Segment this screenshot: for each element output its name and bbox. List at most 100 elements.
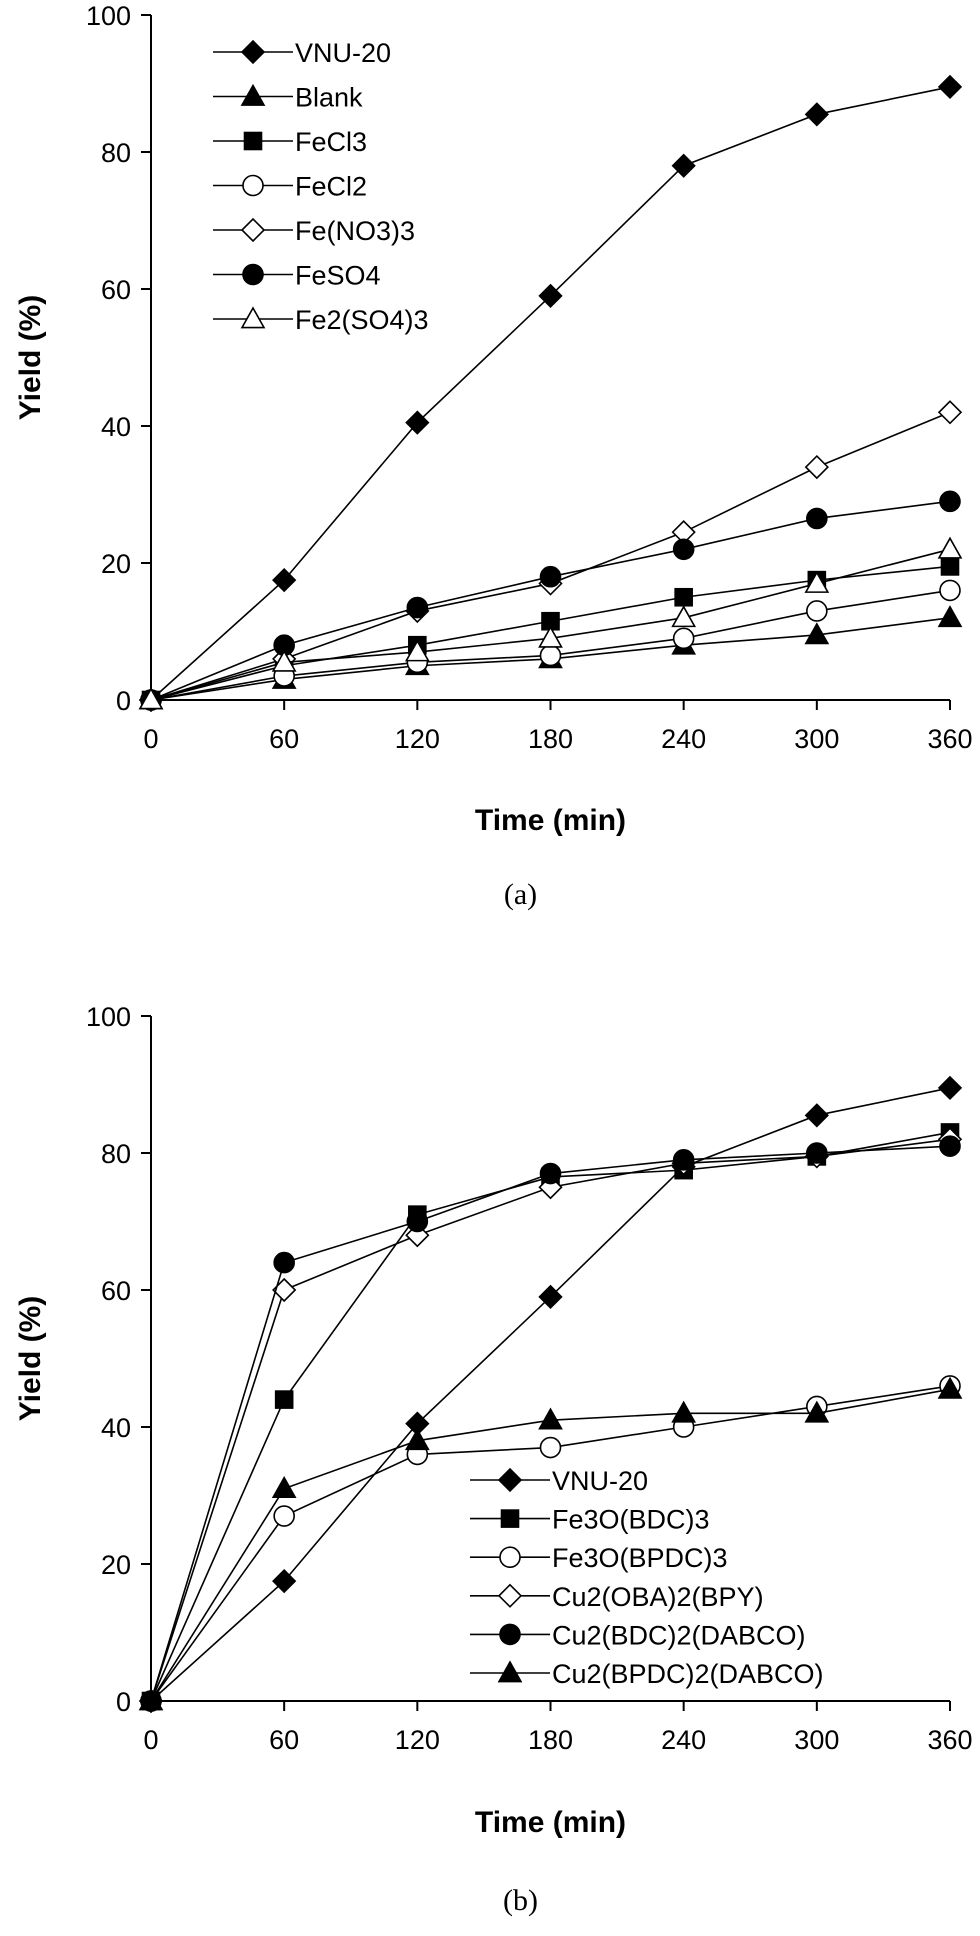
x-tick-label: 240 <box>661 1725 706 1755</box>
x-tick-label: 0 <box>143 1725 158 1755</box>
data-point <box>937 536 963 559</box>
data-point <box>404 1428 430 1451</box>
data-point <box>937 605 963 628</box>
legend-marker <box>500 1509 520 1528</box>
data-point <box>538 1407 563 1430</box>
legend-marker <box>240 39 266 65</box>
y-tick-label: 80 <box>101 1139 131 1169</box>
legend-label: Blank <box>295 83 363 113</box>
data-point <box>937 1075 963 1101</box>
data-point <box>271 649 297 672</box>
data-point <box>538 625 563 648</box>
legend-label: Cu2(BDC)2(DABCO) <box>552 1620 806 1650</box>
series-fe2-so4-3 <box>138 536 963 710</box>
legend-marker <box>242 174 264 197</box>
data-point <box>539 1436 562 1459</box>
y-tick-label: 0 <box>116 686 131 716</box>
x-tick-label: 120 <box>395 724 440 754</box>
legend-item-vnu-20: VNU-20 <box>213 38 391 68</box>
data-point <box>804 570 830 593</box>
x-axis-label: Time (min) <box>475 804 626 837</box>
x-tick-label: 300 <box>794 724 839 754</box>
legend-label: Cu2(OBA)2(BPY) <box>552 1582 764 1612</box>
data-point <box>804 1103 829 1128</box>
series-line <box>150 86 951 701</box>
data-point <box>937 1376 963 1399</box>
data-point <box>406 596 429 619</box>
legend: VNU-20 Fe3O(BDC)3 Fe3O(BPDC)3 Cu2(OBA)2(BPY… <box>470 1466 824 1689</box>
x-tick-label: 120 <box>395 1725 440 1755</box>
x-axis-label: Time (min) <box>475 1806 626 1839</box>
legend-item-fe-no3-3: Fe(NO3)3 <box>213 216 415 246</box>
x-tick-label: 180 <box>528 724 573 754</box>
legend-label: FeCl2 <box>295 172 367 202</box>
data-point <box>937 400 963 425</box>
x-tick-label: 0 <box>143 724 158 754</box>
x-tick-label: 60 <box>269 724 299 754</box>
data-point <box>671 1400 697 1423</box>
legend-marker <box>499 1623 521 1646</box>
data-point <box>804 622 830 645</box>
legend-label: Fe(NO3)3 <box>295 216 415 246</box>
data-point <box>804 454 829 480</box>
data-point <box>271 1476 297 1499</box>
panel-label: (a) <box>504 878 537 911</box>
legend-item-fe3o-bdc-3: Fe3O(BDC)3 <box>470 1505 710 1535</box>
data-point <box>806 600 828 622</box>
data-point <box>804 102 829 127</box>
data-point <box>274 1390 294 1409</box>
data-point <box>405 410 430 435</box>
y-tick-label: 60 <box>101 275 131 305</box>
y-tick-label: 100 <box>86 1 131 31</box>
y-tick-label: 20 <box>101 1550 131 1580</box>
y-tick-label: 20 <box>101 549 131 579</box>
data-point <box>539 1162 562 1185</box>
data-point <box>940 557 960 576</box>
y-tick-label: 0 <box>116 1687 131 1717</box>
data-point <box>939 490 961 513</box>
series-line <box>150 1385 951 1702</box>
legend-item-cu2-bdc-2-dabco: Cu2(BDC)2(DABCO) <box>470 1620 806 1650</box>
legend-item-feso4: FeSO4 <box>213 261 381 291</box>
data-point <box>806 507 828 530</box>
x-tick-label: 240 <box>661 724 706 754</box>
y-tick-label: 60 <box>101 1276 131 1306</box>
legend-item-blank: Blank <box>213 83 363 113</box>
legend-marker <box>497 1660 523 1683</box>
legend-item-cu2-oba-2-bpy: Cu2(OBA)2(BPY) <box>470 1582 764 1612</box>
legend-item-vnu-20: VNU-20 <box>470 1466 648 1496</box>
data-point <box>272 1568 297 1594</box>
x-tick-label: 180 <box>528 1725 573 1755</box>
legend-marker <box>243 131 263 151</box>
legend-label: Cu2(BPDC)2(DABCO) <box>552 1659 824 1689</box>
legend-label: Fe3O(BDC)3 <box>552 1505 710 1535</box>
data-point <box>939 1135 961 1157</box>
data-point <box>273 1251 295 1274</box>
data-point <box>672 627 695 650</box>
legend-item-fe3o-bpdc-3: Fe3O(BPDC)3 <box>470 1543 728 1573</box>
data-point <box>406 1210 429 1233</box>
legend-label: Fe2(SO4)3 <box>295 305 429 335</box>
legend-item-fe2-so4-3: Fe2(SO4)3 <box>213 305 429 335</box>
panel-label: (b) <box>503 1884 538 1917</box>
legend-item-fecl3: FeCl3 <box>213 127 367 157</box>
data-point <box>404 639 430 662</box>
legend-label: FeCl3 <box>295 127 367 157</box>
data-point <box>806 1142 828 1164</box>
y-tick-label: 40 <box>101 1413 131 1443</box>
legend-label: VNU-20 <box>552 1466 648 1496</box>
series-feso4 <box>140 490 961 711</box>
data-point <box>538 283 563 308</box>
x-tick-label: 300 <box>794 1725 839 1755</box>
data-point <box>804 1400 830 1423</box>
data-point <box>272 567 297 593</box>
y-tick-label: 80 <box>101 138 131 168</box>
y-axis-label: Yield (%) <box>14 1296 47 1422</box>
y-tick-label: 100 <box>86 1002 131 1032</box>
legend-item-cu2-bpdc-2-dabco: Cu2(BPDC)2(DABCO) <box>470 1659 824 1689</box>
data-point <box>674 587 693 607</box>
legend-marker <box>497 1583 523 1608</box>
legend-label: Fe3O(BPDC)3 <box>552 1543 728 1573</box>
x-tick-label: 60 <box>269 1725 299 1755</box>
